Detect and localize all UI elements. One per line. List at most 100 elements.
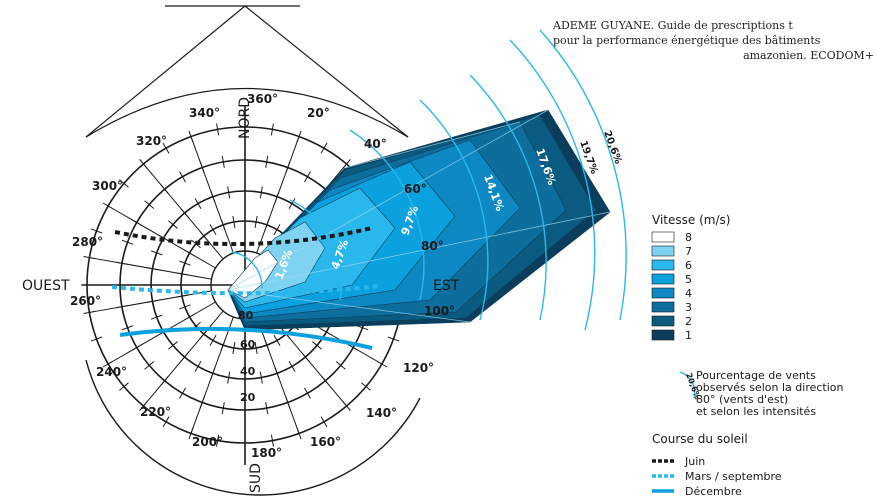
legend-pct-line-3: 80° (vents d'est) [696,393,788,406]
legend-march-label: Mars / septembre [685,470,782,483]
source-line-1: ADEME GUYANE. Guide de prescriptions t [553,19,793,32]
legend-june-label: Juin [684,455,705,468]
deg-140: 140° [366,406,397,420]
direction-north: NORD [237,97,253,139]
deg-120: 120° [403,361,434,375]
deg-180: 180° [251,446,282,460]
deg-40: 40° [364,137,387,151]
legend-speed-label: 8 [685,231,692,244]
grid-tick [320,328,332,336]
grid-tick [131,344,143,351]
grid-tick [146,299,159,303]
legend-speed-label: 4 [685,287,692,300]
legend-speed-swatch [651,231,675,243]
grid-tick [259,186,263,199]
legend-speed-label: 1 [685,329,692,342]
grid-tick [220,339,226,351]
deg-220: 220° [140,405,171,419]
grid-tick [175,272,188,276]
grid-tick [274,367,280,380]
source-citation: ADEME GUYANE. Guide de prescriptions t p… [553,18,876,63]
grid-tick [83,310,96,314]
altitude-60: 60 [240,338,256,351]
altitude-40: 40 [240,365,256,378]
grid-tick [376,360,388,368]
grid-tick [139,159,148,169]
grid-tick [387,336,400,342]
grid-tick [221,155,225,168]
grid-tick [301,352,310,362]
grid-tick [264,219,270,231]
grid-tick [179,304,191,310]
grid-tick [144,361,155,370]
grid-tick [335,361,346,370]
grid-tick [232,215,236,228]
deg-60: 60° [404,182,427,196]
deg-320: 320° [136,134,167,148]
deg-280: 280° [72,235,103,249]
grid-tick [102,360,114,368]
grid-tick [264,339,270,351]
grid-tick [179,387,186,399]
grid-tick [139,401,148,411]
grid-tick [232,342,236,355]
grid-tick [320,416,328,428]
grid-tick [312,341,322,350]
deg-80: 80° [421,239,444,253]
grid-tick [102,202,114,210]
grid-tick [199,396,205,409]
deg-160: 160° [310,435,341,449]
grid-tick [184,249,196,257]
altitude-80: 80 [238,309,254,322]
grid-tick [160,184,169,195]
grid-tick [168,341,178,350]
legend-speed-label: 6 [685,259,692,272]
legend-speed-swatch [651,301,675,313]
deg-360: 360° [247,92,278,106]
grid-tick [265,402,269,415]
legend-speed-label: 2 [685,315,692,328]
grid-tick [194,198,202,210]
grid-tick [321,375,330,386]
grid-tick [199,329,209,339]
grid-tick [210,190,216,203]
grid-tick [320,142,328,154]
grid-tick [254,215,258,228]
deg-240: 240° [96,365,127,379]
legend-speed-label: 3 [685,301,692,314]
grid-tick [199,161,205,174]
grid-tick [227,186,231,199]
grid-tick [361,382,371,391]
grid-tick [265,155,269,168]
legend-speed-swatch [651,273,675,285]
grid-tick [115,261,128,265]
grid-tick [356,325,369,331]
deg-200: 200° [192,435,223,449]
deg-260: 260° [70,294,101,308]
direction-east: EST [433,278,460,294]
grid-tick [121,239,134,245]
grid-tick [285,161,291,174]
grid-tick [210,367,216,380]
grid-tick [150,314,163,320]
altitude-20: 20 [240,391,256,404]
legend-speed-swatch [651,245,675,257]
legend-speed-title: Vitesse (m/s) [652,213,730,227]
legend-speed-swatch [651,287,675,299]
grid-tick [227,371,231,384]
grid-tick [119,179,129,188]
sun-hood-outline [85,5,409,138]
legend-pct-line-2: observés selon la direction [696,381,844,394]
legend-pct-line-1: Pourcentage de vents [696,369,816,382]
direction-west: OUEST [22,278,70,294]
grid-tick [273,224,281,236]
grid-tick [347,344,359,351]
grid-tick [270,434,274,447]
grid-tick [175,294,188,298]
grid-tick [288,360,296,372]
grid-tick [131,219,143,226]
grid-tick [296,427,302,440]
grid-tick [216,434,220,447]
grid-tick [121,325,134,331]
